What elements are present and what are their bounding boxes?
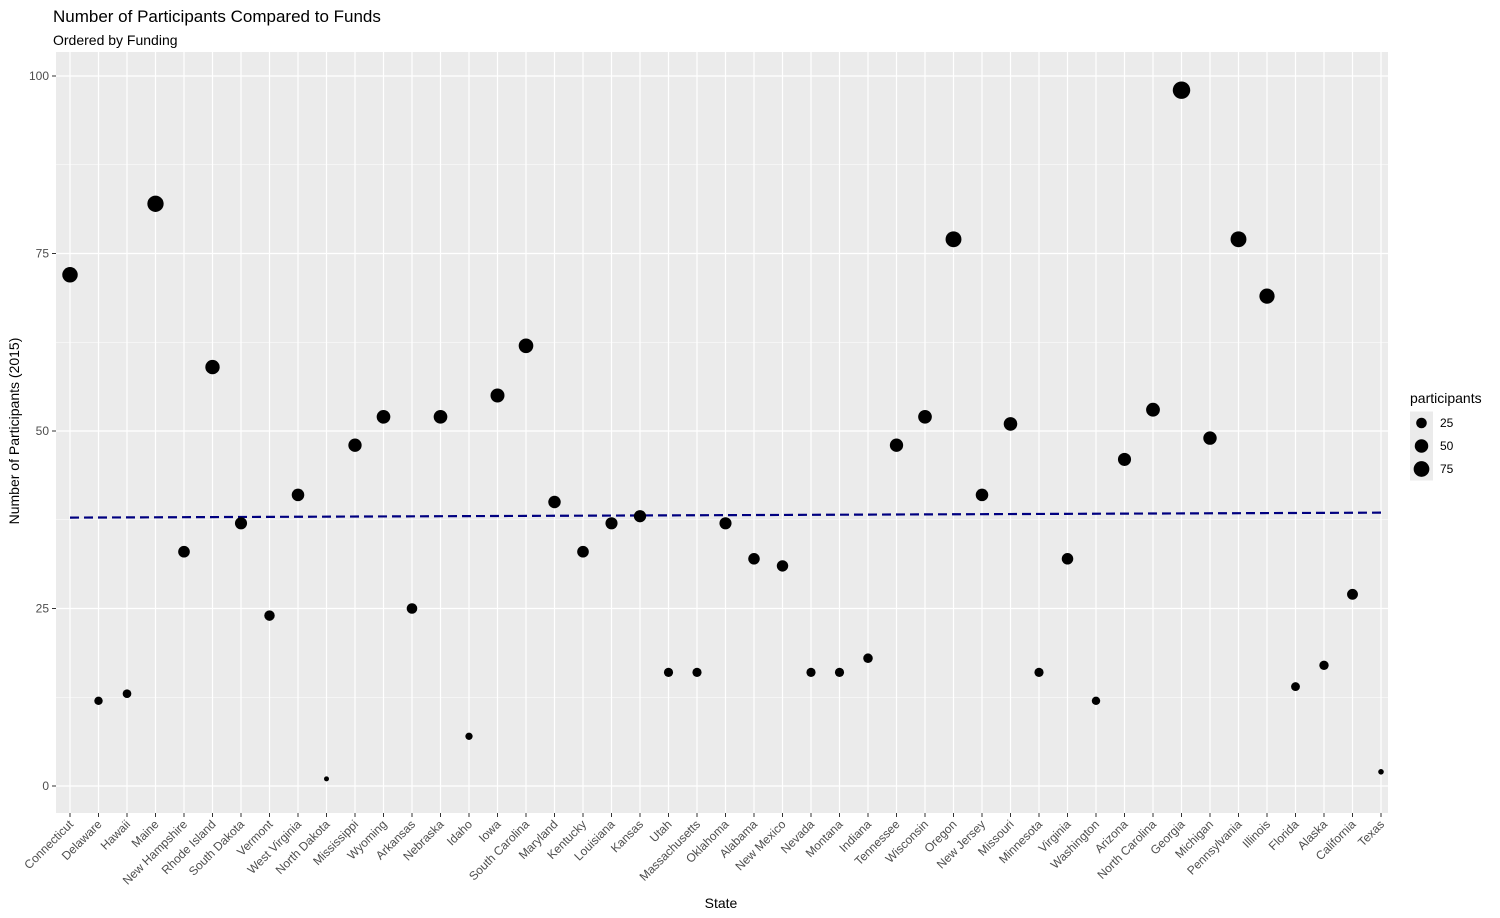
chart-subtitle: Ordered by Funding [53, 32, 178, 48]
legend-key-point [1414, 439, 1429, 453]
x-tick-label: Florida [1266, 817, 1302, 853]
data-point [975, 488, 989, 502]
data-point [147, 195, 164, 212]
trend-line [69, 511, 1382, 519]
data-point [518, 338, 534, 354]
data-point [348, 438, 362, 452]
data-point [889, 438, 904, 452]
data-point [918, 409, 932, 424]
data-point [1259, 288, 1275, 304]
data-point [62, 267, 78, 283]
data-point [1003, 417, 1018, 431]
data-point [406, 603, 418, 614]
y-tick-label: 25 [36, 602, 50, 616]
data-point [1117, 452, 1132, 466]
legend-label: 50 [1440, 439, 1454, 453]
data-point [234, 517, 248, 530]
data-point [94, 696, 103, 706]
x-axis-title: State [705, 895, 738, 911]
legend-key-point [1413, 461, 1430, 477]
y-tick-label: 50 [36, 424, 50, 438]
data-point [605, 517, 618, 530]
data-point [264, 610, 275, 621]
data-point [692, 667, 702, 678]
y-axis: 0 25 50 75 100 [29, 69, 56, 793]
data-point [178, 545, 190, 558]
data-point [548, 495, 561, 509]
data-point [1203, 431, 1217, 445]
data-point [324, 776, 329, 782]
data-point [490, 388, 505, 403]
legend: participants 25 50 75 [1410, 390, 1482, 481]
data-point [205, 359, 220, 375]
data-point [1378, 769, 1384, 775]
legend-key-point [1416, 417, 1427, 429]
data-point [291, 488, 305, 502]
x-tick-label: Hawaii [98, 817, 133, 852]
data-point [1091, 696, 1101, 706]
trend-line-group [69, 511, 1382, 519]
data-point [1291, 682, 1300, 692]
data-point [834, 667, 845, 678]
data-point [122, 689, 132, 699]
data-points [62, 81, 1384, 782]
data-point [1034, 667, 1044, 678]
data-point [433, 409, 448, 424]
legend-label: 25 [1440, 416, 1454, 430]
data-point [376, 409, 391, 424]
x-tick-label: Idaho [444, 817, 475, 848]
data-point [945, 231, 962, 248]
data-point [465, 732, 473, 740]
data-point [577, 545, 589, 558]
plot-panel [56, 52, 1388, 813]
x-tick-label: Kansas [608, 817, 646, 855]
data-point [748, 553, 760, 565]
data-point [719, 517, 732, 530]
y-tick-label: 100 [29, 69, 49, 83]
y-axis-title: Number of Participants (2015) [6, 338, 22, 525]
gridlines [56, 52, 1388, 813]
legend-title: participants [1410, 390, 1482, 406]
data-point [1230, 231, 1247, 248]
legend-label: 75 [1440, 462, 1454, 476]
data-point [776, 560, 789, 572]
data-point [1061, 553, 1074, 565]
x-tick-label: Texas [1355, 817, 1387, 849]
data-point [1347, 588, 1358, 600]
chart-title: Number of Participants Compared to Funds [53, 7, 381, 26]
data-point [1146, 402, 1160, 417]
data-point [806, 667, 816, 678]
data-point [633, 510, 647, 523]
data-point [1172, 81, 1191, 99]
y-tick-label: 0 [42, 779, 49, 793]
data-point [863, 653, 873, 663]
y-tick-label: 75 [36, 247, 50, 261]
data-point [1319, 660, 1329, 670]
data-point [663, 667, 674, 678]
